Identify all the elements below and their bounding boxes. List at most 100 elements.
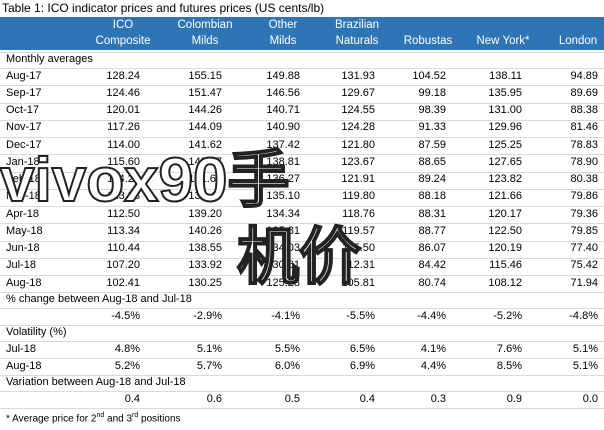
cell-value: 114.21 bbox=[107, 173, 140, 185]
cell-value: 5.7% bbox=[196, 359, 222, 372]
cell-value: 87.59 bbox=[418, 138, 446, 151]
cell-value: 138.11 bbox=[489, 69, 522, 82]
row-line bbox=[0, 308, 604, 310]
row-line bbox=[0, 102, 604, 104]
cell-value: 0.0 bbox=[582, 392, 598, 405]
cell-value: 133.92 bbox=[188, 259, 222, 272]
row-label: Dec-17 bbox=[6, 138, 42, 151]
column-header: Other bbox=[268, 19, 298, 31]
cell-value: 123.67 bbox=[341, 155, 375, 168]
cell-value: 71.94 bbox=[570, 276, 598, 289]
cell-value: 94.89 bbox=[570, 69, 598, 82]
cell-value: 112.31 bbox=[342, 259, 375, 272]
cell-value: 0.3 bbox=[430, 392, 446, 405]
cell-value: 135.95 bbox=[488, 86, 522, 99]
section-heading: Volatility (%) bbox=[6, 326, 67, 339]
cell-value: 115.46 bbox=[489, 259, 522, 272]
row-label: Sep-17 bbox=[6, 86, 42, 99]
cell-value: 0.5 bbox=[284, 392, 300, 405]
cell-value: 0.9 bbox=[506, 392, 522, 405]
cell-value: 79.36 bbox=[570, 207, 598, 220]
header-band bbox=[0, 17, 604, 50]
cell-value: 124.46 bbox=[106, 86, 140, 99]
row-label: Jul-18 bbox=[6, 342, 36, 355]
cell-value: 88.65 bbox=[418, 155, 446, 168]
cell-value: 121.91 bbox=[341, 173, 375, 185]
column-header: New York* bbox=[476, 35, 530, 47]
cell-value: 121.80 bbox=[341, 138, 375, 151]
cell-value: 140.26 bbox=[188, 224, 222, 237]
cell-value: 125.28 bbox=[266, 276, 300, 289]
cell-value: 134.34 bbox=[266, 207, 300, 220]
cell-value: 77.40 bbox=[570, 242, 598, 254]
watermark: vivox90手 bbox=[0, 146, 291, 215]
cell-value: 6.5% bbox=[349, 342, 375, 355]
cell-value: 151.47 bbox=[188, 86, 222, 99]
cell-value: 139.45 bbox=[188, 190, 222, 203]
cell-value: 98.39 bbox=[418, 104, 446, 116]
cell-value: 113.34 bbox=[107, 224, 140, 237]
cell-value: 141.62 bbox=[188, 138, 222, 151]
cell-value: 84.42 bbox=[418, 259, 446, 272]
cell-value: -2.9% bbox=[193, 309, 222, 322]
cell-value: 5.1% bbox=[196, 342, 222, 355]
row-line bbox=[0, 137, 604, 138]
cell-value: 5.5% bbox=[274, 342, 300, 355]
cell-value: 124.55 bbox=[341, 104, 375, 116]
cell-value: 124.28 bbox=[341, 121, 375, 134]
cell-value: 78.83 bbox=[570, 138, 598, 151]
cell-value: 89.69 bbox=[570, 86, 598, 99]
cell-value: 112.50 bbox=[107, 207, 140, 220]
watermark: 机价 bbox=[236, 223, 362, 292]
cell-value: -5.2% bbox=[493, 309, 522, 322]
cell-value: 125.25 bbox=[488, 138, 522, 151]
cell-value: 143.77 bbox=[188, 155, 222, 168]
row-line bbox=[0, 341, 604, 343]
cell-value: 79.85 bbox=[570, 224, 598, 237]
column-header: Milds bbox=[269, 35, 297, 47]
cell-value: 114.00 bbox=[107, 138, 140, 151]
cell-value: 134.03 bbox=[266, 242, 300, 254]
cell-value: 0.4 bbox=[359, 392, 375, 405]
row-line bbox=[0, 240, 604, 242]
row-label: Mar-18 bbox=[6, 190, 41, 203]
cell-value: 144.26 bbox=[188, 104, 222, 116]
cell-value: 119.57 bbox=[342, 224, 375, 237]
cell-value: 86.07 bbox=[418, 242, 446, 254]
cell-value: -4.8% bbox=[569, 309, 598, 322]
cell-value: 4.1% bbox=[420, 342, 446, 355]
row-line bbox=[0, 257, 604, 259]
cell-value: 88.77 bbox=[418, 224, 446, 237]
cell-value: 78.90 bbox=[570, 155, 598, 168]
cell-value: 88.38 bbox=[570, 104, 598, 116]
cell-value: 107.20 bbox=[106, 259, 140, 272]
cell-value: 149.88 bbox=[266, 69, 300, 82]
cell-value: 136.27 bbox=[266, 173, 300, 185]
row-line bbox=[0, 223, 604, 225]
row-line bbox=[0, 275, 604, 276]
row-line bbox=[0, 206, 604, 207]
cell-value: -4.4% bbox=[417, 309, 446, 322]
cell-value: 131.00 bbox=[488, 104, 522, 116]
row-label: Aug-18 bbox=[6, 359, 42, 372]
row-line bbox=[0, 171, 604, 173]
cell-value: 8.5% bbox=[496, 359, 522, 372]
cell-value: 137.42 bbox=[266, 138, 300, 151]
table-title: Table 1: ICO indicator prices and future… bbox=[2, 1, 325, 15]
footnote-part: and 3 bbox=[104, 413, 133, 425]
cell-value: 81.46 bbox=[570, 121, 598, 134]
column-header: Composite bbox=[95, 35, 151, 47]
row-line bbox=[0, 408, 604, 410]
cell-value: 139.20 bbox=[188, 207, 222, 220]
row-label: Feb-18 bbox=[6, 173, 41, 185]
cell-value: 123.82 bbox=[488, 173, 522, 185]
row-label: Apr-18 bbox=[6, 207, 40, 220]
cell-value: 4.4% bbox=[420, 359, 446, 372]
cell-value: 102.41 bbox=[106, 276, 140, 289]
cell-value: 118.76 bbox=[342, 207, 375, 220]
cell-value: 88.31 bbox=[418, 207, 446, 220]
cell-value: 0.6 bbox=[206, 392, 222, 405]
cell-value: 120.01 bbox=[106, 104, 140, 116]
row-label: Jun-18 bbox=[6, 242, 40, 254]
cell-value: 91.33 bbox=[418, 121, 446, 134]
